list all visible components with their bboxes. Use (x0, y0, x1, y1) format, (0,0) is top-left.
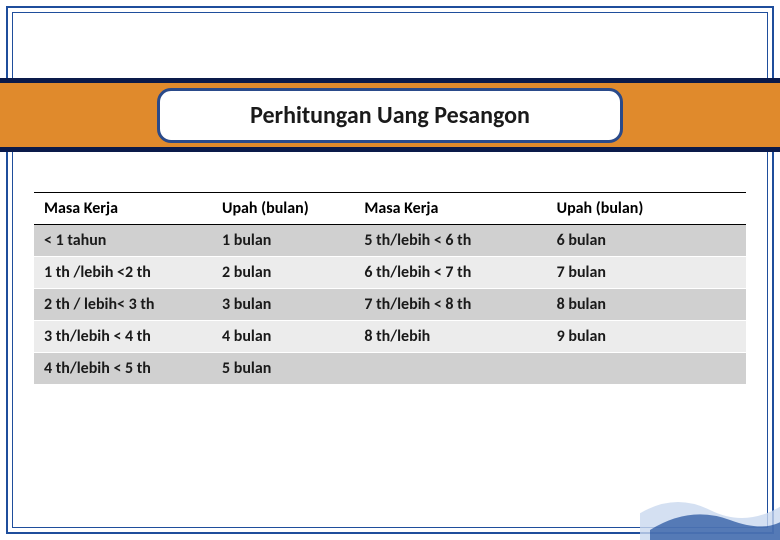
table-row: < 1 tahun 1 bulan 5 th/lebih < 6 th 6 bu… (34, 225, 746, 257)
col-header: Masa Kerja (34, 193, 212, 225)
cell: 1 bulan (212, 225, 354, 257)
pesangon-table-container: Masa Kerja Upah (bulan) Masa Kerja Upah … (34, 192, 746, 385)
corner-decoration (640, 460, 780, 540)
cell: < 1 tahun (34, 225, 212, 257)
cell: 4 bulan (212, 321, 354, 353)
cell: 6 th/lebih < 7 th (354, 257, 546, 289)
col-header: Masa Kerja (354, 193, 546, 225)
cell: 7 bulan (547, 257, 746, 289)
cell (354, 353, 546, 385)
cell: 2 bulan (212, 257, 354, 289)
table-row: 4 th/lebih < 5 th 5 bulan (34, 353, 746, 385)
cell: 8 bulan (547, 289, 746, 321)
table-header-row: Masa Kerja Upah (bulan) Masa Kerja Upah … (34, 193, 746, 225)
cell: 3 th/lebih < 4 th (34, 321, 212, 353)
cell: 5 bulan (212, 353, 354, 385)
cell: 2 th / lebih< 3 th (34, 289, 212, 321)
col-header: Upah (bulan) (547, 193, 746, 225)
cell: 6 bulan (547, 225, 746, 257)
cell (547, 353, 746, 385)
page-title: Perhitungan Uang Pesangon (157, 88, 623, 143)
cell: 3 bulan (212, 289, 354, 321)
cell: 4 th/lebih < 5 th (34, 353, 212, 385)
title-band: Perhitungan Uang Pesangon (0, 78, 780, 152)
cell: 7 th/lebih < 8 th (354, 289, 546, 321)
cell: 5 th/lebih < 6 th (354, 225, 546, 257)
col-header: Upah (bulan) (212, 193, 354, 225)
wave-icon (640, 460, 780, 540)
table-row: 1 th /lebih <2 th 2 bulan 6 th/lebih < 7… (34, 257, 746, 289)
cell: 9 bulan (547, 321, 746, 353)
pesangon-table: Masa Kerja Upah (bulan) Masa Kerja Upah … (34, 192, 746, 385)
table-row: 2 th / lebih< 3 th 3 bulan 7 th/lebih < … (34, 289, 746, 321)
cell: 1 th /lebih <2 th (34, 257, 212, 289)
cell: 8 th/lebih (354, 321, 546, 353)
table-row: 3 th/lebih < 4 th 4 bulan 8 th/lebih 9 b… (34, 321, 746, 353)
